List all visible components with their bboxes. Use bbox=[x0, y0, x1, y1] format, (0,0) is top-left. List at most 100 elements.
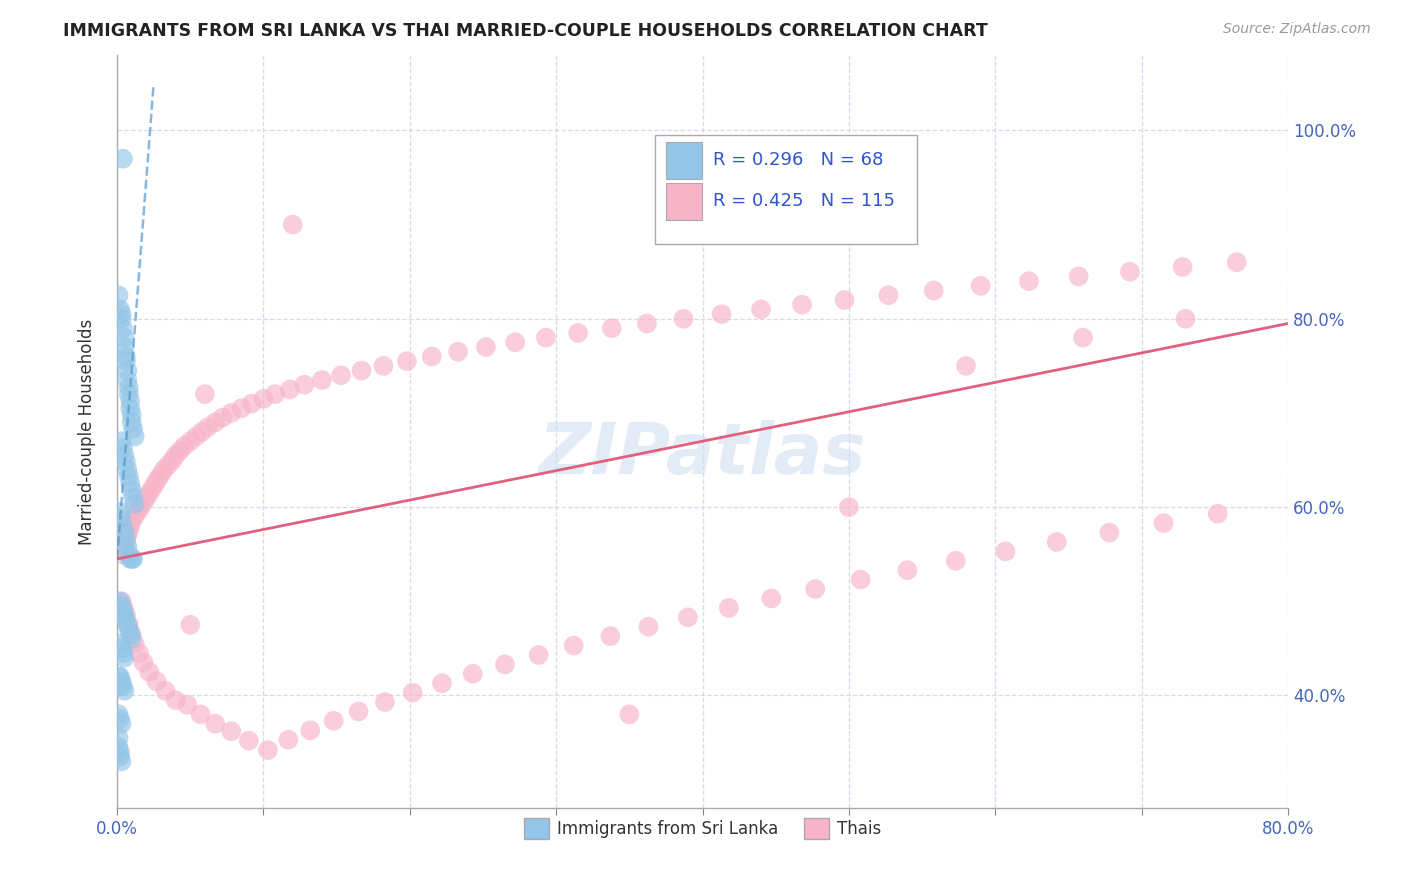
Text: IMMIGRANTS FROM SRI LANKA VS THAI MARRIED-COUPLE HOUSEHOLDS CORRELATION CHART: IMMIGRANTS FROM SRI LANKA VS THAI MARRIE… bbox=[63, 22, 988, 40]
Point bbox=[124, 509, 146, 524]
Point bbox=[111, 679, 134, 693]
Point bbox=[124, 497, 146, 511]
Legend: Immigrants from Sri Lanka, Thais: Immigrants from Sri Lanka, Thais bbox=[517, 812, 887, 846]
Point bbox=[120, 476, 142, 491]
Point bbox=[190, 707, 212, 722]
Point bbox=[111, 646, 134, 660]
Point bbox=[121, 408, 143, 422]
Point bbox=[121, 552, 143, 566]
Point bbox=[194, 387, 217, 401]
Point bbox=[179, 434, 201, 449]
Point bbox=[204, 716, 226, 731]
Point bbox=[110, 307, 132, 321]
Point bbox=[115, 350, 138, 364]
Point bbox=[838, 500, 860, 515]
Point bbox=[173, 439, 195, 453]
Point bbox=[153, 462, 176, 476]
Point bbox=[146, 472, 169, 486]
Point bbox=[219, 724, 242, 739]
Point bbox=[710, 307, 733, 321]
Point bbox=[112, 604, 135, 618]
Point bbox=[1119, 265, 1142, 279]
Point bbox=[1098, 525, 1121, 540]
Point bbox=[395, 354, 418, 368]
Point bbox=[108, 604, 131, 618]
Point bbox=[636, 317, 658, 331]
Point bbox=[155, 683, 177, 698]
Point bbox=[115, 455, 138, 469]
Point bbox=[527, 648, 550, 662]
Point bbox=[186, 429, 208, 443]
Point bbox=[127, 505, 149, 519]
Text: R = 0.296   N = 68: R = 0.296 N = 68 bbox=[713, 152, 883, 169]
Point bbox=[120, 552, 142, 566]
Point bbox=[330, 368, 353, 383]
Point bbox=[150, 467, 173, 482]
Text: Source: ZipAtlas.com: Source: ZipAtlas.com bbox=[1223, 22, 1371, 37]
Point bbox=[115, 613, 138, 627]
Point bbox=[534, 331, 557, 345]
Point bbox=[110, 674, 132, 689]
Point bbox=[108, 594, 131, 608]
Point bbox=[107, 670, 129, 684]
Point bbox=[112, 525, 135, 540]
Point bbox=[373, 359, 395, 373]
Point bbox=[169, 443, 191, 458]
Point bbox=[107, 288, 129, 302]
Point bbox=[115, 608, 138, 623]
Point bbox=[112, 340, 135, 354]
Point bbox=[112, 538, 135, 552]
Point bbox=[162, 453, 184, 467]
Point bbox=[179, 617, 201, 632]
Point bbox=[143, 476, 166, 491]
Point bbox=[804, 582, 827, 596]
Point bbox=[761, 591, 783, 606]
Point bbox=[600, 321, 623, 335]
Point bbox=[717, 600, 740, 615]
Point bbox=[107, 740, 129, 755]
Point bbox=[115, 533, 138, 547]
Point bbox=[402, 685, 425, 699]
Point bbox=[896, 563, 918, 577]
Point bbox=[132, 656, 155, 670]
Point bbox=[135, 491, 157, 505]
Point bbox=[110, 599, 132, 613]
Point bbox=[1046, 535, 1069, 549]
Point bbox=[112, 650, 135, 665]
Point bbox=[121, 514, 143, 528]
Point bbox=[157, 458, 180, 472]
Point bbox=[108, 679, 131, 693]
Point bbox=[118, 387, 141, 401]
Point bbox=[118, 547, 141, 561]
Point bbox=[231, 401, 253, 416]
Point bbox=[121, 632, 143, 646]
Point bbox=[108, 670, 131, 684]
Point bbox=[110, 547, 132, 561]
Point bbox=[945, 554, 967, 568]
Point bbox=[877, 288, 900, 302]
Point bbox=[676, 610, 699, 624]
Point bbox=[108, 302, 131, 317]
Point bbox=[219, 406, 242, 420]
Point bbox=[599, 629, 621, 643]
Point bbox=[110, 311, 132, 326]
Point bbox=[994, 544, 1017, 558]
Point bbox=[121, 483, 143, 498]
Point bbox=[277, 732, 299, 747]
Point bbox=[111, 321, 134, 335]
Point bbox=[110, 594, 132, 608]
Point bbox=[121, 416, 143, 430]
Point bbox=[430, 676, 453, 690]
Point bbox=[749, 302, 772, 317]
Point bbox=[122, 422, 145, 436]
Point bbox=[111, 542, 134, 557]
Point bbox=[120, 627, 142, 641]
Point bbox=[128, 646, 150, 660]
Point bbox=[118, 617, 141, 632]
Point bbox=[129, 500, 152, 515]
Point bbox=[672, 311, 695, 326]
Point bbox=[110, 755, 132, 769]
Point bbox=[252, 392, 274, 406]
Point bbox=[118, 469, 141, 483]
Y-axis label: Married-couple Households: Married-couple Households bbox=[79, 318, 96, 545]
